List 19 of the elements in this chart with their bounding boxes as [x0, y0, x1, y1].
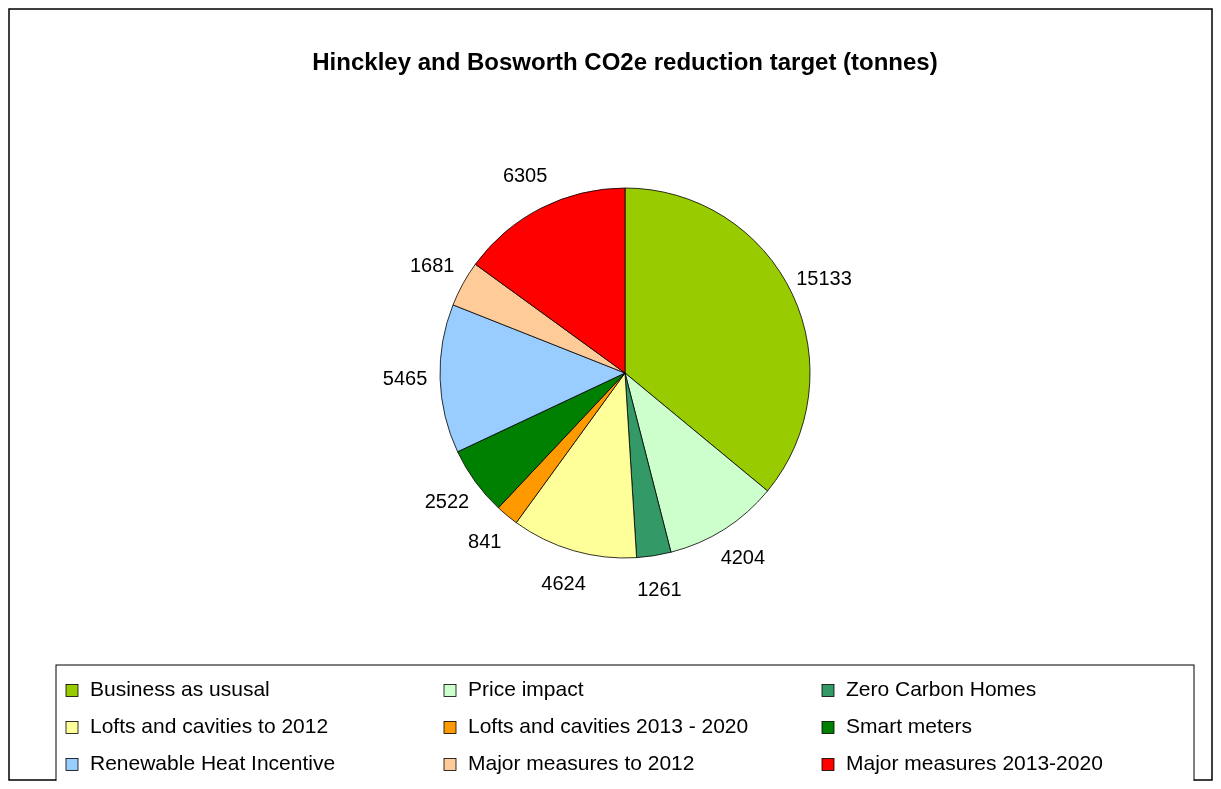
legend-label: Renewable Heat Incentive: [90, 751, 336, 775]
chart-title: Hinckley and Bosworth CO2e reduction target (tonnes): [312, 48, 938, 75]
legend-label: Major measures 2013-2020: [846, 751, 1103, 775]
data-label: 841: [468, 529, 502, 552]
data-label: 1681: [409, 254, 455, 277]
data-label: 6305: [502, 164, 548, 187]
data-label: 1261: [637, 577, 682, 600]
data-label: 4204: [720, 546, 766, 569]
legend-label: Price impact: [468, 677, 584, 701]
data-label: 4624: [541, 571, 586, 594]
data-label: 5465: [382, 367, 428, 390]
data-label: 15133: [796, 266, 852, 289]
legend-label: Lofts and cavities 2013 - 2020: [468, 714, 749, 738]
legend-label: Major measures to 2012: [468, 751, 695, 775]
legend-label: Lofts and cavities to 2012: [90, 714, 329, 738]
data-label: 2522: [424, 489, 470, 512]
legend-label: Business as ususal: [90, 677, 270, 701]
legend-label: Zero Carbon Homes: [846, 677, 1037, 701]
legend-label: Smart meters: [846, 714, 973, 738]
